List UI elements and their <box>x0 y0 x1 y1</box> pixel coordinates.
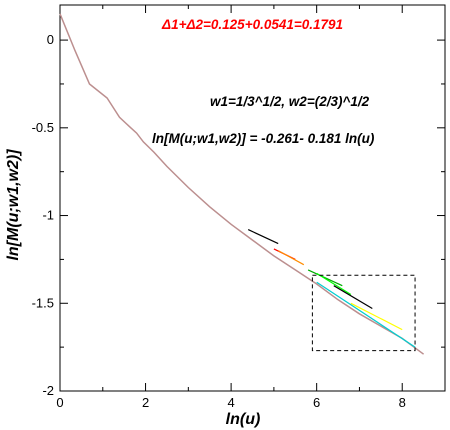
y-axis-title: ln[M(u;w1,w2)] <box>5 149 22 261</box>
axis-ticks: 0 2 4 6 8 0 -0.5 -1 -1.5 -2 <box>32 5 445 410</box>
weights-annotation: w1=1/3^1/2, w2=(2/3)^1/2 <box>210 94 370 109</box>
zoom-box <box>311 274 416 352</box>
delta-sum-annotation: Δ1+Δ2=0.125+0.0541=0.1791 <box>161 17 343 32</box>
x-tick-label: 4 <box>227 395 234 410</box>
y-tick-label: -2 <box>42 383 54 398</box>
fit-segment-line <box>247 229 279 245</box>
series-lines <box>59 13 425 355</box>
fit-segment-line <box>316 281 416 348</box>
fit-segment-line <box>277 250 305 266</box>
y-tick-label: 0 <box>47 32 54 47</box>
fit-segment-line <box>333 285 373 310</box>
x-tick-label: 2 <box>142 395 149 410</box>
y-tick-label: -1 <box>42 208 54 223</box>
fit-segment-line <box>350 302 403 331</box>
x-axis-title: ln(u) <box>226 411 261 428</box>
y-tick-label: -0.5 <box>32 120 54 135</box>
y-tick-label: -1.5 <box>32 295 54 310</box>
fit-annotation: ln[M(u;w1,w2)] = -0.261- 0.181 ln(u) <box>152 131 375 146</box>
fit-segment-line <box>307 269 343 287</box>
x-tick-label: 6 <box>313 395 320 410</box>
x-tick-label: 0 <box>56 395 63 410</box>
x-tick-label: 8 <box>399 395 406 410</box>
plot-frame <box>59 4 446 392</box>
main-curve-line <box>59 13 425 355</box>
fit-segment-line <box>316 272 352 296</box>
